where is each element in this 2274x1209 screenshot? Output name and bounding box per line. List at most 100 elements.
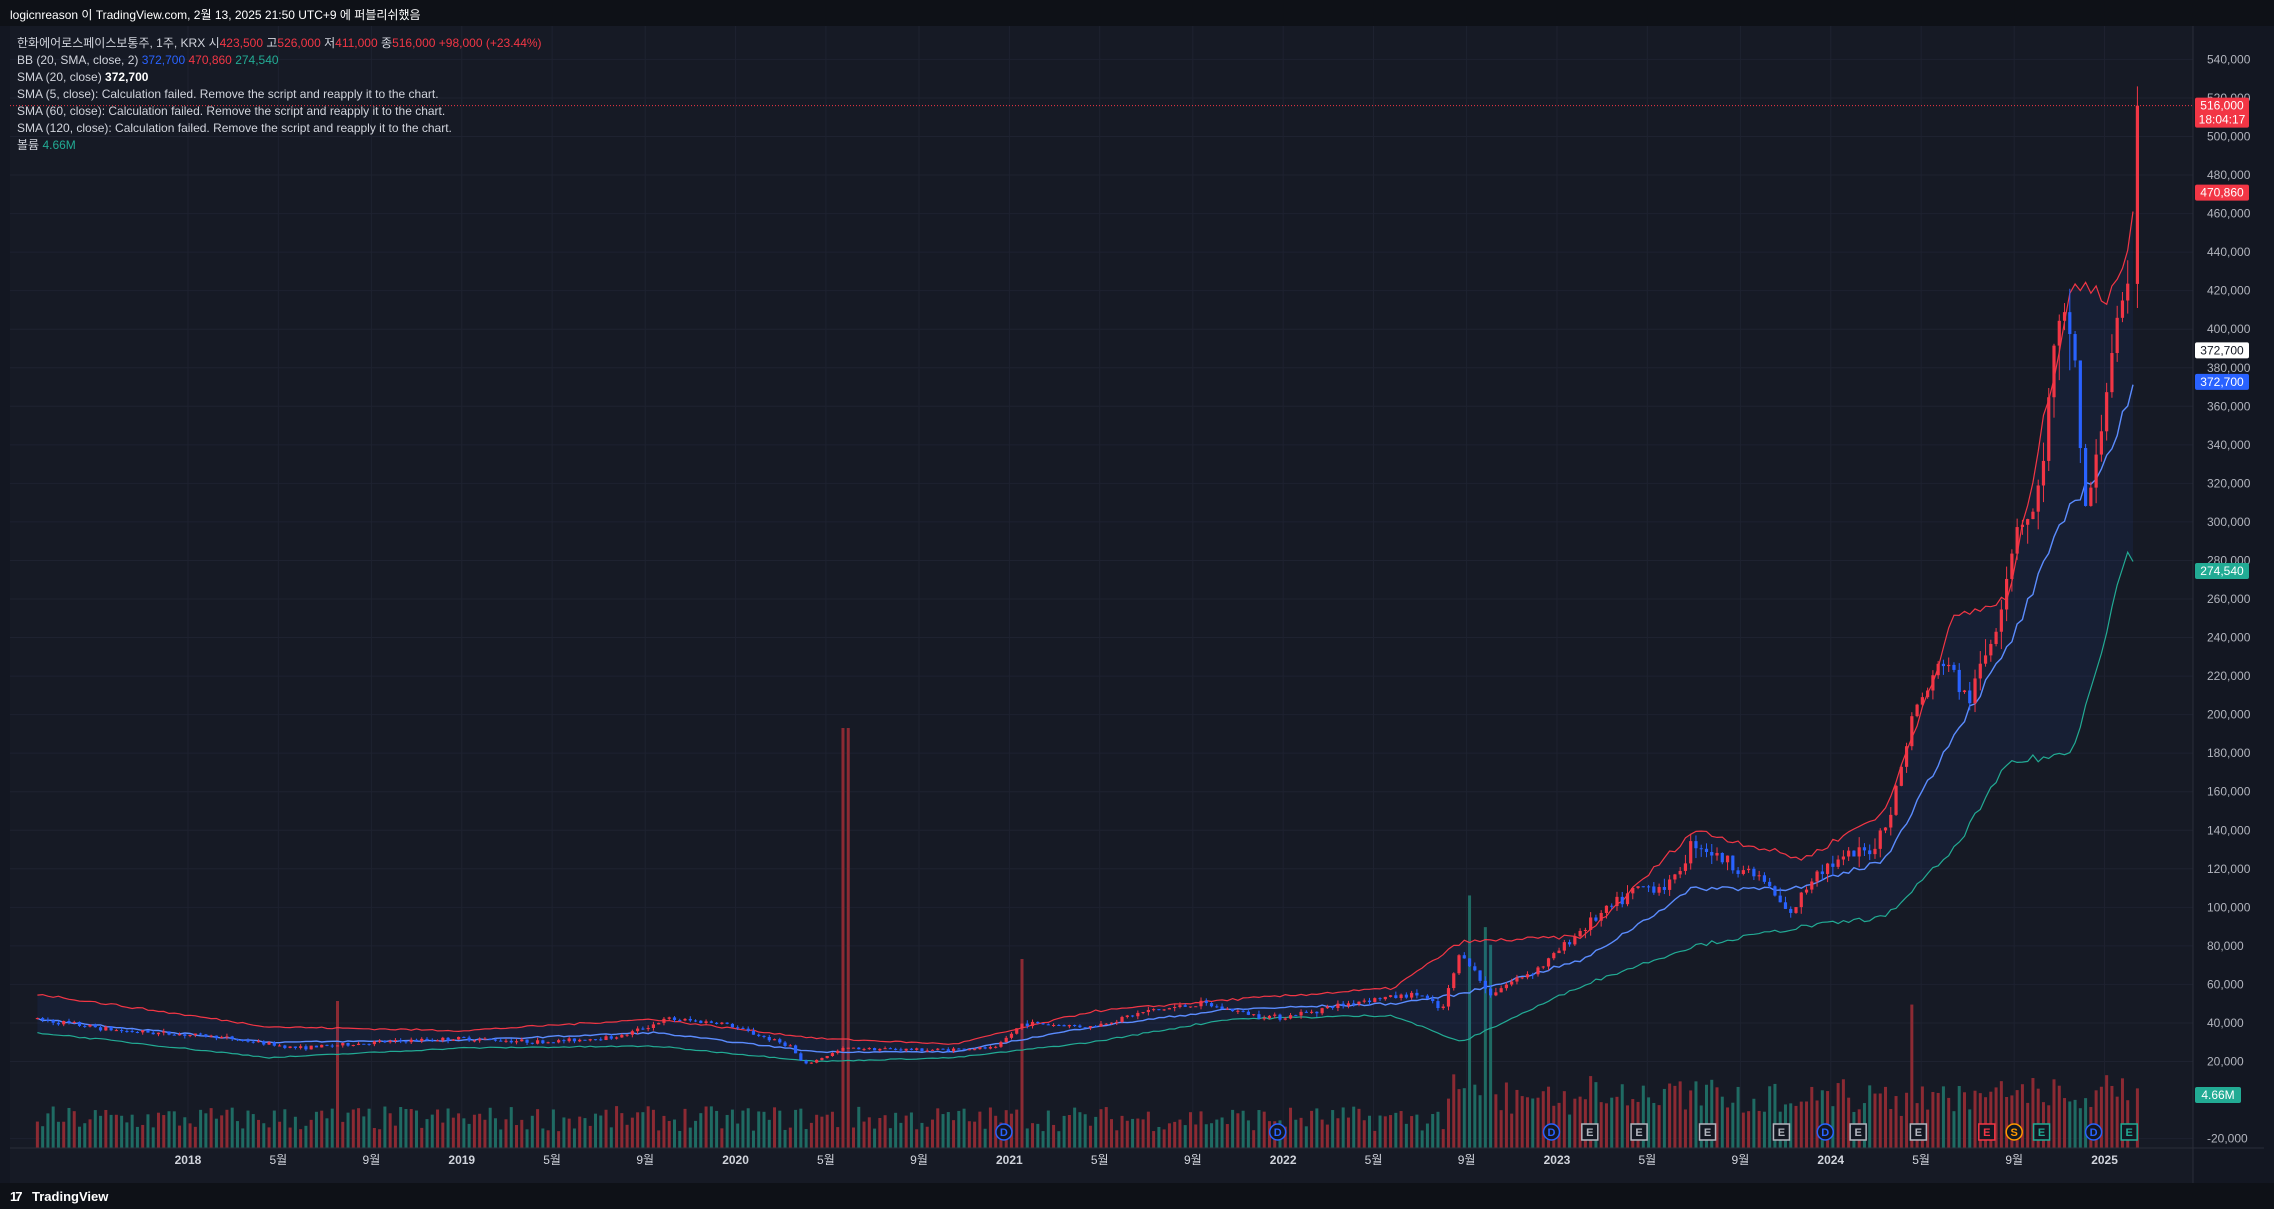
event-marker-box — [1581, 1123, 1599, 1141]
candle-body — [1868, 850, 1872, 855]
volume-bar — [1173, 1121, 1177, 1148]
candle-body — [235, 1039, 240, 1041]
candle-body — [130, 1031, 134, 1033]
candle-body — [562, 1040, 566, 1042]
candle-body — [1857, 847, 1861, 857]
sma5-legend-row[interactable]: SMA (5, close): Calculation failed. Remo… — [17, 86, 542, 103]
candle-body — [1315, 1011, 1319, 1014]
volume-bar — [915, 1129, 919, 1148]
candle-body — [2052, 345, 2056, 398]
candle-body — [1931, 675, 1935, 691]
candle-body — [2126, 283, 2130, 301]
legend-panel: 한화에어로스페이스보통주, 1주, KRX 시423,500 고526,000 … — [17, 35, 542, 154]
sma120-error[interactable]: SMA (120, close): Calculation failed. Re… — [17, 121, 452, 135]
candle-body — [246, 1040, 250, 1042]
candle-body — [1383, 996, 1387, 1000]
tradingview-logo[interactable]: 17 TradingView — [10, 1189, 108, 1204]
volume-bar — [825, 1114, 829, 1148]
candle-body — [2041, 460, 2046, 486]
candle-body — [672, 1017, 677, 1021]
volume-bar — [346, 1112, 350, 1148]
volume-bar — [783, 1129, 787, 1148]
price-tick-label: -20,000 — [2207, 1132, 2248, 1146]
candle-body — [1331, 1006, 1335, 1009]
event-marker-dividend: D — [2084, 1123, 2103, 1141]
price-tick-label: 80,000 — [2207, 939, 2244, 953]
candle-body — [1836, 859, 1840, 867]
volume-bar — [1336, 1118, 1340, 1148]
price-tick-label: 440,000 — [2207, 245, 2251, 259]
volume-bar — [1841, 1079, 1845, 1148]
candle-body — [1062, 1025, 1066, 1027]
sma120-legend-row[interactable]: SMA (120, close): Calculation failed. Re… — [17, 120, 542, 137]
candle-body — [388, 1040, 392, 1043]
volume-bar — [1446, 1098, 1450, 1148]
last-price-tag-bg — [2195, 97, 2249, 128]
candle-body — [1557, 950, 1561, 954]
candle-body — [1636, 886, 1640, 888]
candle-body — [172, 1034, 176, 1036]
volume-bar — [1452, 1074, 1456, 1148]
volume-bar — [2063, 1098, 2067, 1148]
candle-body — [435, 1040, 440, 1042]
volume-bar — [820, 1116, 824, 1148]
volume-bar — [1373, 1130, 1377, 1148]
sma5-error[interactable]: SMA (5, close): Calculation failed. Remo… — [17, 87, 439, 101]
candle-body — [825, 1055, 829, 1059]
volume-bar — [1773, 1083, 1777, 1148]
volume-legend-row[interactable]: 볼륨 4.66M — [17, 137, 542, 154]
candle-body — [1183, 1005, 1187, 1007]
sma60-legend-row[interactable]: SMA (60, close): Calculation failed. Rem… — [17, 103, 542, 120]
price-tick-label: 260,000 — [2207, 592, 2251, 606]
price-chart[interactable]: D D D E E E E D E E E S E D E -20,000 20,000 40,000 60,00… — [10, 26, 2264, 1183]
bb-legend-row[interactable]: BB (20, SMA, close, 2) 372,700 470,860 2… — [17, 52, 542, 69]
candle-body — [535, 1040, 540, 1044]
chart-pane[interactable]: D D D E E E E D E E E S E D E -20,000 20,000 40,000 60,00… — [10, 26, 2264, 1183]
volume-bar — [257, 1119, 261, 1148]
bb-lower-tag: 274,540 — [2195, 562, 2249, 579]
candle-body — [788, 1045, 792, 1047]
volume-bar — [1652, 1102, 1656, 1148]
volume-label[interactable]: 볼륨 — [17, 138, 40, 152]
volume-bar — [541, 1128, 545, 1148]
volume-bar — [1704, 1084, 1708, 1148]
volume-bar — [667, 1120, 671, 1148]
symbol-label[interactable]: 한화에어로스페이스보통주, 1주, KRX — [17, 36, 206, 50]
ohlc-row[interactable]: 한화에어로스페이스보통주, 1주, KRX 시423,500 고526,000 … — [17, 35, 542, 52]
volume-bar — [1805, 1101, 1809, 1148]
candle-body — [335, 1045, 340, 1047]
volume-bar — [1836, 1083, 1840, 1148]
candle-body — [1773, 886, 1777, 896]
volume-bar — [309, 1119, 313, 1148]
candle-body — [541, 1040, 545, 1044]
sma20-legend-row[interactable]: SMA (20, close) 372,700 — [17, 69, 542, 86]
candle-body — [77, 1021, 82, 1026]
volume-bar — [1378, 1115, 1382, 1148]
volume-bar — [351, 1109, 355, 1148]
candle-body — [815, 1059, 819, 1063]
candle-body — [530, 1042, 534, 1044]
sma60-error[interactable]: SMA (60, close): Calculation failed. Rem… — [17, 104, 446, 118]
time-tick-label: 9월 — [636, 1153, 654, 1167]
candle-body — [1573, 936, 1577, 945]
candle-body — [925, 1050, 929, 1052]
volume-bar — [594, 1113, 598, 1148]
volume-bar — [1510, 1113, 1514, 1148]
volume-bar — [1383, 1116, 1387, 1148]
candle-body — [1425, 995, 1430, 999]
bb-label[interactable]: BB (20, SMA, close, 2) — [17, 53, 139, 67]
candle-body — [678, 1020, 682, 1022]
volume-bar — [736, 1123, 740, 1148]
volume-bar — [325, 1118, 329, 1148]
candle-body — [778, 1039, 782, 1043]
candle-body — [857, 1047, 861, 1050]
candle-body — [362, 1043, 366, 1045]
volume-bar — [1768, 1086, 1772, 1148]
volume-bar — [1120, 1115, 1124, 1148]
low-label: 저 — [324, 36, 336, 50]
candle-body — [604, 1036, 608, 1041]
candle-body — [1320, 1008, 1324, 1014]
candle-body — [1778, 895, 1782, 903]
volume-bar — [383, 1106, 387, 1148]
sma20-label[interactable]: SMA (20, close) — [17, 70, 102, 84]
